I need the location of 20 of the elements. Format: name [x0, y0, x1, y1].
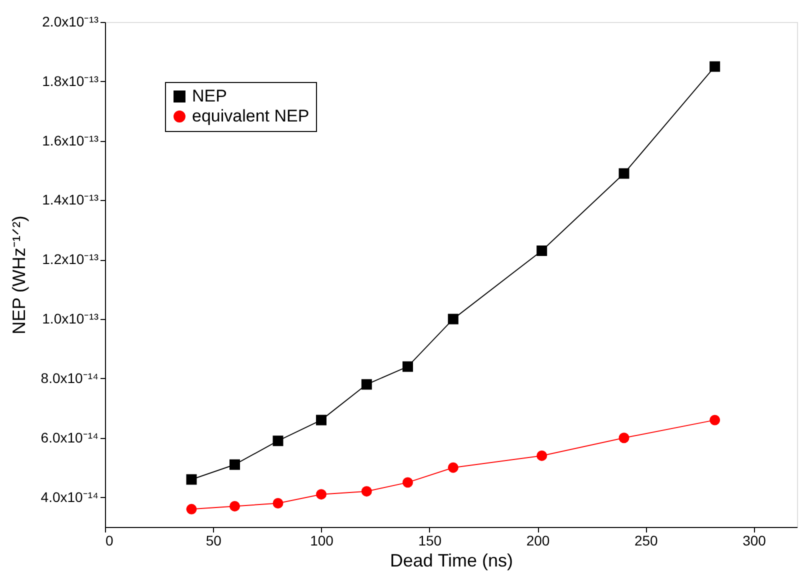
y-tick-label: 4.0x10⁻¹⁴	[40, 488, 98, 505]
y-tick-label: 1.8x10⁻¹³	[42, 72, 99, 89]
y-tick-label: 2.0x10⁻¹³	[42, 14, 99, 30]
x-tick-label: 250	[634, 532, 658, 548]
y-tick-label: 1.2x10⁻¹³	[42, 251, 99, 268]
legend-label: NEP	[192, 86, 227, 106]
x-tick-label: 150	[418, 532, 442, 548]
y-tick-label: 6.0x10⁻¹⁴	[40, 429, 98, 446]
x-tick-label: 50	[206, 532, 222, 548]
y-tick-label: 1.0x10⁻¹³	[42, 310, 99, 327]
x-tick-label: 300	[742, 532, 766, 548]
y-tick-label: 1.4x10⁻¹³	[42, 192, 99, 208]
y-tick-label: 1.6x10⁻¹³	[42, 132, 99, 148]
x-axis-title: Dead Time (ns)	[390, 550, 514, 570]
x-tick-label: 200	[526, 532, 550, 548]
x-tick-label: 0	[106, 532, 114, 548]
y-tick-label: 8.0x10⁻¹⁴	[40, 370, 98, 386]
legend-label: equivalent NEP	[192, 106, 310, 126]
x-tick-label: 100	[310, 532, 334, 548]
y-axis-title: NEP (WHz⁻¹ᐟ²)	[8, 216, 29, 334]
